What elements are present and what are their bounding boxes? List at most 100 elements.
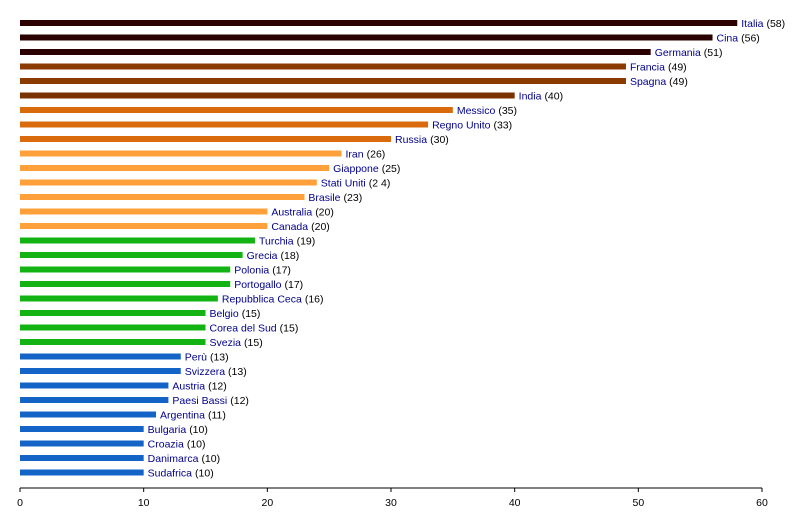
value-label: (35): [498, 105, 517, 117]
value-label: (13): [210, 351, 229, 363]
category-label: Svezia: [210, 337, 242, 349]
value-label: (20): [311, 221, 330, 233]
x-tick-label-4: 40: [509, 497, 521, 509]
category-label: Argentina: [160, 409, 205, 421]
bar-label-9: Iran (26): [346, 148, 386, 160]
value-label: (49): [669, 76, 688, 88]
category-label: Italia: [741, 18, 763, 30]
category-label: Brasile: [308, 192, 340, 204]
value-label: (12): [230, 395, 249, 407]
bar-13: [20, 208, 268, 215]
bar-label-30: Danimarca (10): [148, 453, 220, 465]
value-label: (17): [272, 264, 291, 276]
category-label: India: [519, 90, 542, 102]
bar-21: [20, 324, 206, 331]
value-label: (2 4): [369, 177, 391, 189]
category-label: Austria: [172, 380, 205, 392]
category-label: Australia: [271, 206, 312, 218]
bar-31: [20, 469, 144, 476]
category-label: Regno Unito: [432, 119, 491, 131]
bar-label-11: Stati Uniti (2 4): [321, 177, 391, 189]
bar-label-6: Messico (35): [457, 105, 517, 117]
bar-19: [20, 295, 218, 302]
bar-25: [20, 382, 169, 389]
category-label: Corea del Sud: [210, 322, 277, 334]
bar-label-31: Sudafrica (10): [148, 467, 214, 479]
category-label: Croazia: [148, 438, 184, 450]
category-label: Turchia: [259, 235, 294, 247]
bar-18: [20, 281, 231, 287]
bar-label-28: Bulgaria (10): [148, 424, 208, 436]
bar-7: [20, 121, 429, 128]
category-label: Grecia: [247, 250, 278, 262]
bar-label-13: Australia (20): [271, 206, 334, 218]
value-label: (13): [228, 366, 247, 378]
value-label: (58): [766, 18, 785, 30]
category-label: Francia: [630, 61, 665, 73]
category-label: Paesi Bassi: [172, 395, 227, 407]
bar-label-10: Giappone (25): [333, 163, 400, 175]
value-label: (10): [189, 424, 208, 436]
bar-label-23: Perù (13): [185, 351, 229, 363]
value-label: (12): [208, 380, 227, 392]
bar-4: [20, 78, 626, 84]
value-label: (51): [704, 47, 723, 59]
value-label: (10): [187, 438, 206, 450]
bar-label-16: Grecia (18): [247, 250, 300, 262]
value-label: (30): [430, 134, 449, 146]
bar-6: [20, 107, 453, 113]
category-label: Spagna: [630, 76, 666, 88]
x-axis: 0 10 20 30 40 50 60: [17, 487, 768, 509]
category-label: Stati Uniti: [321, 177, 366, 189]
value-label: (17): [285, 279, 304, 291]
category-label: Belgio: [210, 308, 239, 320]
x-tick-label-1: 10: [138, 497, 150, 509]
category-label: Perù: [185, 351, 207, 363]
bar-29: [20, 440, 144, 447]
value-label: (15): [244, 337, 263, 349]
bar-2: [20, 49, 651, 55]
bar-0: [20, 20, 738, 26]
value-label: (15): [280, 322, 299, 334]
bar-27: [20, 411, 157, 418]
value-label: (40): [544, 90, 563, 102]
bars-group: [20, 20, 738, 476]
bar-17: [20, 266, 231, 273]
value-label: (16): [305, 293, 324, 305]
bar-14: [20, 223, 268, 229]
bar-16: [20, 252, 243, 258]
bar-label-12: Brasile (23): [308, 192, 362, 204]
category-label: Svizzera: [185, 366, 225, 378]
bar-label-19: Repubblica Ceca (16): [222, 293, 324, 305]
bar-22: [20, 339, 206, 345]
bar-20: [20, 310, 206, 316]
bar-label-3: Francia (49): [630, 61, 687, 73]
bar-label-20: Belgio (15): [210, 308, 261, 320]
value-label: (20): [315, 206, 334, 218]
value-label: (26): [367, 148, 386, 160]
bar-label-15: Turchia (19): [259, 235, 315, 247]
bar-label-22: Svezia (15): [210, 337, 263, 349]
bar-28: [20, 426, 144, 432]
value-label: (10): [195, 467, 214, 479]
category-label: Giappone: [333, 163, 379, 175]
bar-24: [20, 368, 181, 374]
bar-label-17: Polonia (17): [234, 264, 291, 276]
category-label: Bulgaria: [148, 424, 187, 436]
category-label: Iran: [346, 148, 364, 160]
x-tick-label-0: 0: [17, 497, 23, 509]
bar-label-4: Spagna (49): [630, 76, 688, 88]
bar-label-25: Austria (12): [172, 380, 226, 392]
value-label: (11): [208, 409, 226, 421]
value-label: (56): [741, 32, 760, 44]
bar-label-0: Italia (58): [741, 18, 785, 30]
bar-label-1: Cina (56): [717, 32, 760, 44]
value-label: (25): [382, 163, 401, 175]
bar-9: [20, 150, 342, 157]
category-label: Germania: [655, 47, 701, 59]
category-label: Portogallo: [234, 279, 281, 291]
bar-label-14: Canada (20): [271, 221, 329, 233]
x-tick-label-3: 30: [385, 497, 397, 509]
bar-3: [20, 63, 626, 70]
bar-label-18: Portogallo (17): [234, 279, 303, 291]
